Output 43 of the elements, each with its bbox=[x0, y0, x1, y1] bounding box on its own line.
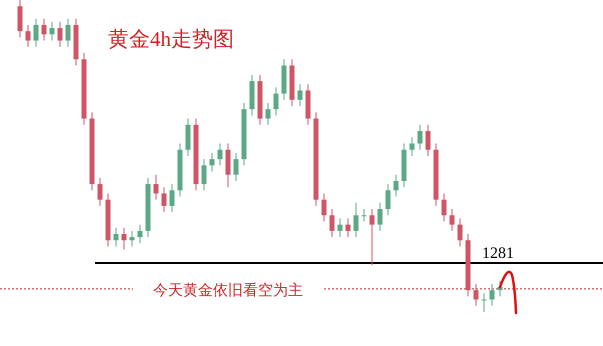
candlestick bbox=[234, 152, 238, 182]
candlestick bbox=[266, 102, 270, 126]
annotation: 1281 bbox=[482, 245, 514, 262]
candlestick bbox=[66, 18, 70, 48]
candlestick bbox=[210, 152, 214, 172]
candlestick bbox=[162, 186, 166, 213]
candlestick bbox=[58, 21, 62, 48]
candlestick bbox=[370, 208, 374, 266]
candlestick bbox=[274, 86, 278, 116]
candlestick bbox=[298, 84, 302, 107]
candlestick bbox=[34, 18, 38, 48]
candlestick bbox=[322, 192, 326, 222]
candlestick bbox=[122, 227, 126, 250]
candlestick bbox=[42, 18, 46, 42]
candlestick bbox=[426, 124, 430, 156]
candlestick bbox=[450, 208, 454, 232]
candlestick bbox=[346, 218, 350, 238]
candlestick bbox=[330, 208, 334, 238]
candlestick bbox=[218, 143, 222, 166]
candlestick bbox=[378, 202, 382, 232]
candlestick bbox=[418, 124, 422, 150]
candlestick bbox=[202, 158, 206, 191]
candlestick bbox=[394, 174, 398, 198]
candlestick bbox=[50, 21, 54, 42]
candlestick bbox=[338, 218, 342, 238]
candlestick bbox=[490, 283, 494, 306]
candlestick bbox=[154, 174, 158, 200]
text: 黄金4h走势图 bbox=[108, 27, 234, 51]
candlestick bbox=[114, 227, 118, 247]
candlestick bbox=[474, 283, 478, 306]
candlestick bbox=[26, 24, 30, 48]
candlestick bbox=[362, 208, 366, 222]
candlestick bbox=[138, 224, 142, 244]
candlestick bbox=[458, 218, 462, 247]
candlestick bbox=[170, 184, 174, 213]
candlestick bbox=[482, 292, 486, 312]
candlestick bbox=[442, 192, 446, 222]
candlestick bbox=[410, 136, 414, 156]
candlestick bbox=[98, 177, 102, 206]
candlestick bbox=[354, 202, 358, 238]
ref-line-label: 今天黄金依旧看空为主 bbox=[153, 282, 303, 299]
candlestick bbox=[130, 230, 134, 247]
candlestick bbox=[386, 184, 390, 216]
